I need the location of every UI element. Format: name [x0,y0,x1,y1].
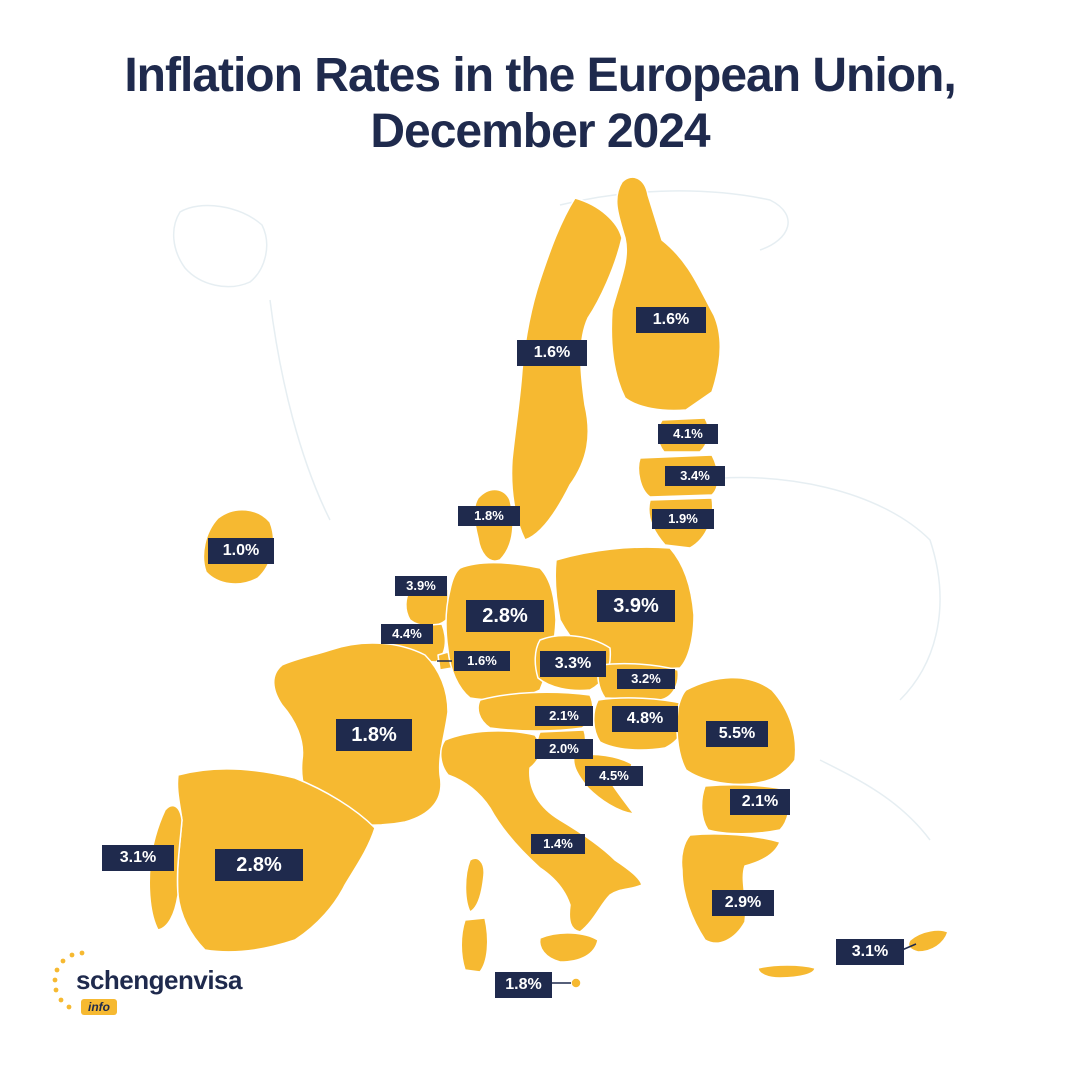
label-cyprus: 3.1% [836,939,904,965]
label-romania: 5.5% [706,721,768,747]
non-eu-outlines [173,190,941,841]
label-portugal: 3.1% [102,845,174,871]
label-estonia: 4.1% [658,424,718,444]
label-austria: 2.1% [535,706,593,726]
finland-shape[interactable] [610,176,722,412]
label-sweden: 1.6% [517,340,587,366]
label-finland: 1.6% [636,307,706,333]
label-malta: 1.8% [495,972,552,998]
sardinia-shape[interactable] [460,917,489,973]
label-luxembourg: 1.6% [454,651,510,671]
label-hungary: 4.8% [612,706,678,732]
logo-wordmark: schengenvisa [76,965,242,995]
label-latvia: 3.4% [665,466,725,486]
label-poland: 3.9% [597,590,675,622]
page-title: Inflation Rates in the European Union, D… [0,48,1080,160]
greece-shape[interactable] [680,833,781,944]
title-line-2: December 2024 [370,105,710,158]
label-denmark: 1.8% [458,506,520,526]
label-czechia: 3.3% [540,651,606,677]
logo-badge: info [81,999,117,1015]
label-bulgaria: 2.1% [730,789,790,815]
label-slovakia: 3.2% [617,669,675,689]
label-italy: 1.4% [531,834,585,854]
crete-shape[interactable] [757,964,816,979]
label-belgium: 4.4% [381,624,433,644]
label-croatia: 4.5% [585,766,643,786]
italy-shape[interactable] [440,730,643,933]
stars-arc-icon [52,950,85,1010]
leader-lines [437,660,917,984]
malta-shape[interactable] [570,977,582,989]
label-spain: 2.8% [215,849,303,881]
corsica-shape[interactable] [464,857,485,913]
label-ireland: 1.0% [208,538,274,564]
sicily-shape[interactable] [538,932,599,963]
label-greece: 2.9% [712,890,774,916]
label-germany: 2.8% [466,600,544,632]
cyprus-shape[interactable] [907,929,949,953]
schengenvisa-logo: schengenvisa info [48,945,288,1025]
title-line-1: Inflation Rates in the European Union, [124,49,956,102]
label-netherlands: 3.9% [395,576,447,596]
label-slovenia: 2.0% [535,739,593,759]
sweden-shape[interactable] [510,197,623,541]
label-lithuania: 1.9% [652,509,714,529]
label-france: 1.8% [336,719,412,751]
